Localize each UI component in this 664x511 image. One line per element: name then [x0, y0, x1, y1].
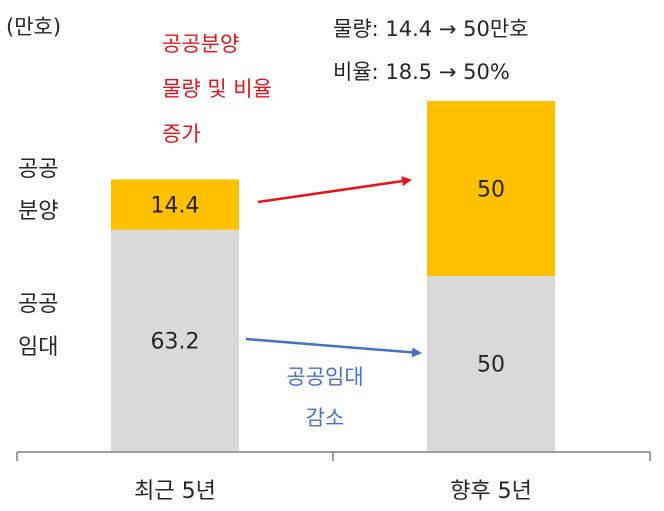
x-axis: 최근 5년 향후 5년: [16, 451, 651, 504]
decrease-note: 공공임대 감소: [286, 365, 363, 430]
increase-arrow: [257, 176, 412, 204]
unit-label: (만호): [6, 15, 61, 39]
bar-segment: [111, 229, 239, 451]
increase-note: 공공분양 물량 및 비율 증가: [162, 32, 272, 146]
increase-note-line: 물량 및 비율: [162, 77, 272, 101]
series-label-line: 분양: [18, 199, 58, 224]
summary-annotation: 물량: 14.4 → 50만호 비율: 18.5 → 50%: [333, 17, 528, 84]
series-label-line: 임대: [18, 335, 58, 360]
bar-segment: [427, 101, 555, 276]
value-labels-layer: 63.2 14.4 50 50: [151, 178, 505, 378]
bar-segment: [427, 276, 555, 451]
increase-note-line: 증가: [162, 122, 201, 146]
bars-layer: [111, 101, 555, 451]
decrease-arrow: [245, 337, 422, 358]
series-label-line: 공공: [18, 157, 58, 182]
x-tick-label: 최근 5년: [134, 479, 216, 504]
bar-value-label: 50: [477, 353, 505, 378]
bar-value-label: 63.2: [151, 329, 200, 354]
bar-segment: [111, 179, 239, 230]
decrease-note-line: 감소: [306, 406, 345, 430]
series-label-line: 공공: [18, 292, 58, 317]
summary-line: 비율: 18.5 → 50%: [333, 60, 510, 84]
bar-value-label: 50: [477, 178, 505, 203]
decrease-note-line: 공공임대: [286, 365, 363, 389]
x-tick-label: 향후 5년: [450, 479, 532, 504]
bar-value-label: 14.4: [151, 194, 200, 219]
series-labels: 공공 분양 공공 임대: [18, 157, 58, 360]
summary-line: 물량: 14.4 → 50만호: [333, 17, 528, 41]
increase-note-line: 공공분양: [162, 32, 239, 56]
